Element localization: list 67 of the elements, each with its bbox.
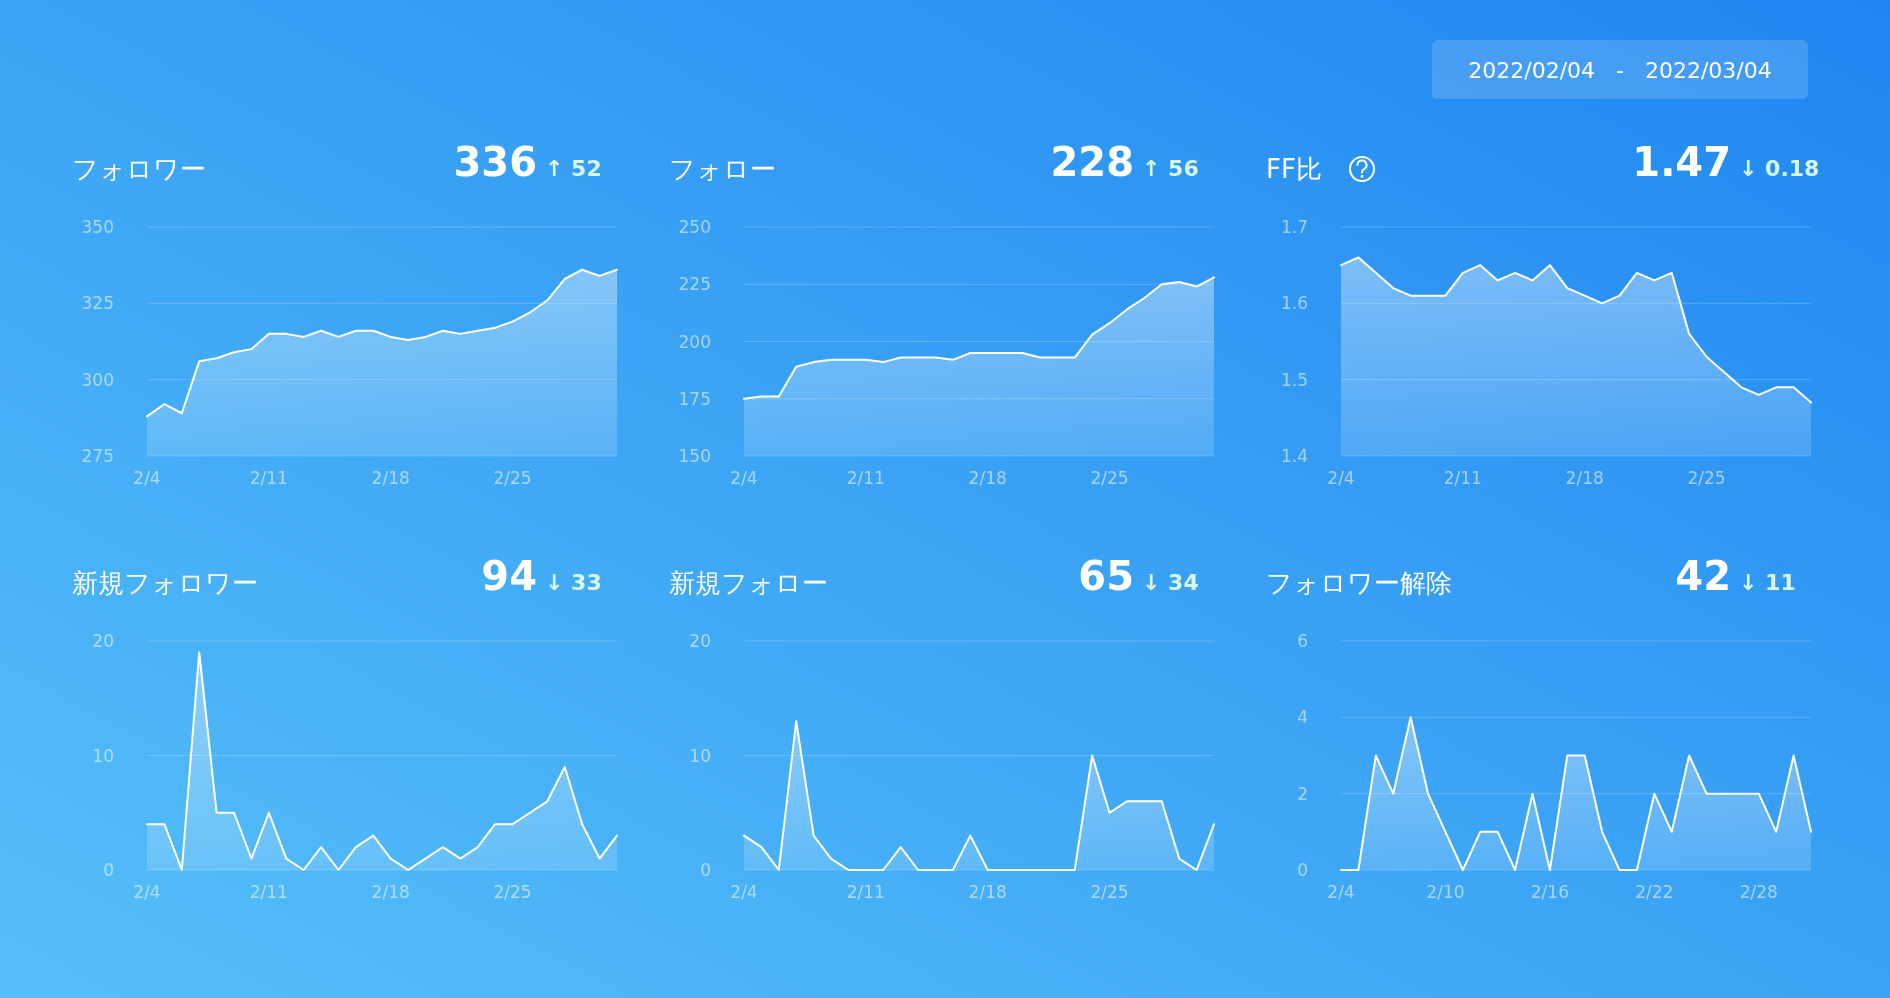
text: ↑ 52	[545, 156, 602, 181]
text: ↓ 33	[545, 570, 602, 595]
x-tick-label: 2/4	[133, 468, 161, 488]
y-tick-label: 20	[92, 631, 114, 651]
y-tick-label: 0	[103, 860, 114, 880]
y-tick-label: 200	[678, 331, 711, 352]
y-tick-label: 10	[92, 745, 114, 766]
x-tick-label: 2/11	[1443, 468, 1482, 488]
x-tick-label: 2/18	[371, 882, 410, 902]
y-tick-label: 300	[81, 369, 114, 390]
chart-title: 新規フォロー	[669, 568, 828, 598]
text: 42	[1675, 553, 1731, 599]
x-tick-label: 2/18	[968, 468, 1007, 488]
x-tick-label: 2/4	[1327, 468, 1355, 488]
x-tick-label: 2/11	[249, 882, 288, 902]
x-tick-label: 2/25	[493, 468, 532, 488]
chart-title: フォロワー解除	[1266, 568, 1452, 598]
x-tick-label: 2/16	[1530, 882, 1569, 902]
x-tick-label: 2/25	[1090, 468, 1129, 488]
x-tick-label: 2/10	[1426, 882, 1465, 902]
y-tick-label: 1.5	[1280, 369, 1308, 390]
y-tick-label: 1.7	[1280, 217, 1308, 237]
y-tick-label: 1.6	[1280, 293, 1308, 314]
y-tick-label: 10	[689, 745, 711, 766]
x-tick-label: 2/28	[1739, 882, 1778, 902]
y-tick-label: 1.4	[1280, 446, 1308, 466]
y-tick-label: 4	[1297, 707, 1308, 728]
x-tick-label: 2/25	[1687, 468, 1726, 488]
x-tick-label: 2/4	[730, 468, 758, 488]
text: 2022/02/04 - 2022/03/04	[1468, 58, 1772, 83]
y-tick-label: 225	[678, 274, 711, 295]
x-tick-label: 2/25	[1090, 882, 1129, 902]
x-tick-label: 2/11	[249, 468, 288, 488]
y-tick-label: 325	[81, 293, 114, 314]
y-tick-label: 175	[678, 388, 711, 409]
x-tick-label: 2/18	[1565, 468, 1604, 488]
chart-title: 新規フォロワー	[72, 568, 258, 598]
x-tick-label: 2/22	[1635, 882, 1674, 902]
text: ↓ 0.18	[1739, 156, 1820, 181]
chart-title: FF比	[1266, 154, 1322, 184]
text: 94	[481, 553, 537, 599]
y-tick-label: 0	[1297, 860, 1308, 880]
x-tick-label: 2/4	[133, 882, 161, 902]
y-tick-label: 6	[1297, 631, 1308, 651]
text: ↓ 11	[1739, 570, 1796, 595]
text: 228	[1050, 139, 1134, 185]
x-tick-label: 2/11	[846, 468, 885, 488]
chart-title: フォロー	[669, 154, 776, 184]
y-tick-label: 250	[678, 217, 711, 237]
y-tick-label: 150	[678, 446, 711, 466]
y-tick-label: 275	[81, 446, 114, 466]
text: 1.47	[1632, 139, 1731, 185]
x-tick-label: 2/4	[1327, 882, 1355, 902]
text: ↓ 34	[1142, 570, 1199, 595]
y-tick-label: 350	[81, 217, 114, 237]
y-tick-label: 2	[1297, 783, 1308, 804]
x-tick-label: 2/25	[493, 882, 532, 902]
x-tick-label: 2/4	[730, 882, 758, 902]
y-tick-label: 0	[700, 860, 711, 880]
x-tick-label: 2/18	[968, 882, 1007, 902]
text: ↑ 56	[1142, 156, 1199, 181]
chart-title: フォロワー	[72, 154, 206, 184]
text: 65	[1078, 553, 1134, 599]
text: 336	[453, 139, 537, 185]
x-tick-label: 2/18	[371, 468, 410, 488]
y-tick-label: 20	[689, 631, 711, 651]
x-tick-label: 2/11	[846, 882, 885, 902]
